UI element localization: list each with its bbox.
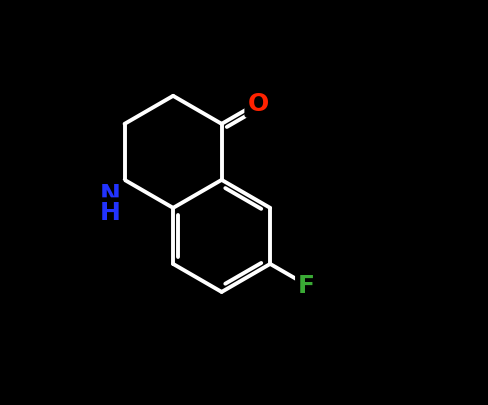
Text: H: H — [100, 201, 121, 225]
Text: O: O — [247, 92, 269, 115]
Text: N: N — [100, 183, 121, 207]
Text: F: F — [298, 273, 315, 297]
